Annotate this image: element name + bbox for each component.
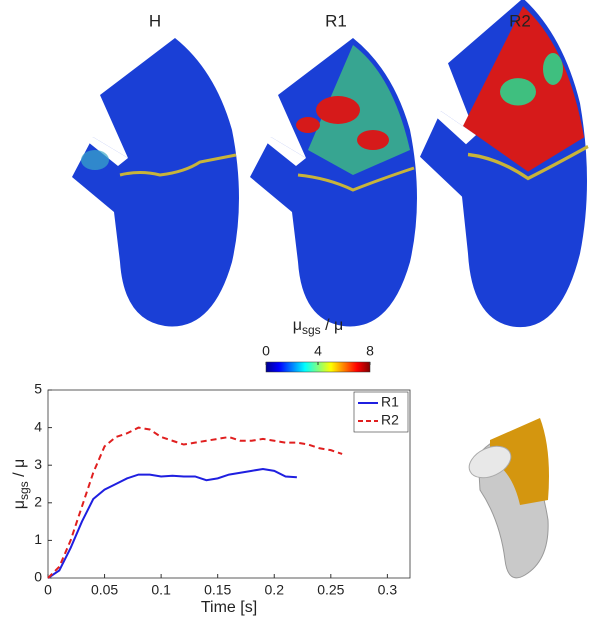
x-tick-label: 0.25 xyxy=(317,582,344,598)
panel-title: R2 xyxy=(509,11,531,30)
colorbar-tick-label: 8 xyxy=(366,343,374,359)
colorbar-tick-label: 0 xyxy=(262,343,270,359)
label-part: sgs xyxy=(17,481,31,500)
x-axis-label: Time [s] xyxy=(201,599,257,616)
y-tick-label: 2 xyxy=(34,494,42,510)
label-part: / μ xyxy=(11,459,28,482)
map-r2 xyxy=(420,0,589,328)
label-part: sgs xyxy=(302,323,321,337)
y-tick-label: 4 xyxy=(34,418,42,434)
colorbar-tick-label: 4 xyxy=(314,343,322,359)
y-tick-label: 0 xyxy=(34,569,42,585)
series-line xyxy=(47,467,297,579)
legend-label: R2 xyxy=(381,412,399,428)
y-tick-label: 5 xyxy=(34,381,42,397)
plot-area xyxy=(47,389,411,579)
x-tick-label: 0.3 xyxy=(378,582,398,598)
label-part: / μ xyxy=(321,317,344,334)
series-line xyxy=(47,426,343,579)
x-tick-label: 0.05 xyxy=(91,582,118,598)
line-chart: 0 0.05 0.1 0.15 0.2 0.25 0.3 0 1 2 3 4 5 Time [s] μsgs… xyxy=(11,381,411,616)
label-part: μ xyxy=(11,500,28,509)
x-tick-label: 0.2 xyxy=(265,582,285,598)
y-axis-label: μsgs / μ xyxy=(11,459,31,509)
y-tick-label: 3 xyxy=(34,456,42,472)
label-part: μ xyxy=(293,317,302,334)
panel-title: R1 xyxy=(325,11,347,30)
x-tick-label: 0 xyxy=(44,582,52,598)
x-tick-label: 0.15 xyxy=(204,582,231,598)
y-tick-label: 1 xyxy=(34,531,42,547)
x-tick-label: 0.1 xyxy=(151,582,171,598)
colorbar-ticks: 0 4 8 xyxy=(262,343,374,365)
legend-label: R1 xyxy=(381,394,399,410)
model-3d xyxy=(468,418,549,579)
map-r1 xyxy=(250,38,417,327)
legend-box xyxy=(353,391,409,433)
colorbar-label: μsgs / μ xyxy=(293,317,343,337)
map-h xyxy=(72,38,239,327)
panel-title: H xyxy=(149,11,161,30)
